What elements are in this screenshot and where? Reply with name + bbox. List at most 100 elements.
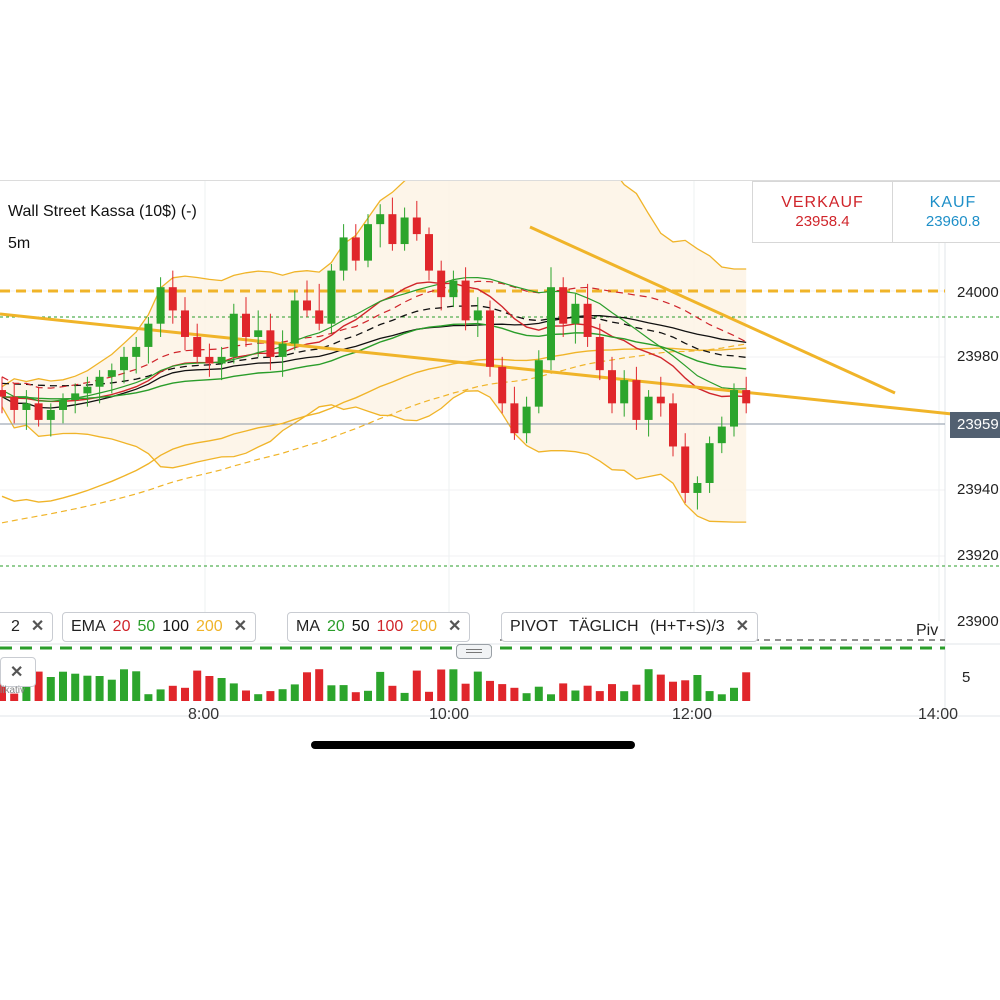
candle-body (547, 287, 555, 361)
candle-body (144, 323, 153, 347)
instrument-title[interactable]: Wall Street Kassa (10$) (-) (8, 203, 197, 220)
volume-bar (730, 687, 738, 701)
candle-body (205, 356, 214, 364)
candle-body (242, 313, 250, 337)
candle-body (95, 376, 104, 387)
volume-bar (254, 694, 263, 701)
close-icon[interactable]: ✕ (448, 618, 462, 635)
volume-bar (71, 673, 80, 701)
price-tick-23940: 23940 (957, 481, 999, 498)
timeframe-label[interactable]: 5m (8, 235, 31, 252)
volume-bar (266, 691, 275, 701)
volume-bar (656, 674, 665, 701)
candle-body (156, 287, 165, 324)
candle-body (364, 224, 372, 261)
pivot-line-label: Piv (916, 622, 939, 639)
close-icon[interactable]: ✕ (233, 618, 248, 635)
volume-bar (278, 689, 287, 701)
ema-50-line (1, 322, 747, 400)
volume-bar (644, 669, 653, 701)
candle-body (290, 300, 299, 344)
close-icon[interactable]: ✕ (10, 664, 24, 681)
volume-bar (290, 684, 299, 701)
candle-body (83, 386, 92, 394)
volume-bar (59, 671, 67, 701)
volume-bar (534, 686, 543, 701)
candle-body (693, 482, 702, 493)
volume-bar (339, 685, 348, 701)
candle-body (107, 370, 116, 377)
volume-caption: likativ (0, 685, 26, 696)
indicator-pill-ma[interactable]: MA 20 50 100 200 ✕ (287, 612, 471, 642)
candle-body (730, 390, 738, 427)
volume-bar (449, 669, 458, 701)
volume-bar (742, 672, 751, 701)
ma-50-line (1, 315, 747, 409)
volume-bar (217, 678, 226, 701)
close-icon[interactable]: ✕ (30, 618, 45, 635)
candle-body (181, 310, 189, 337)
volume-bar (107, 679, 116, 701)
volume-bar (583, 685, 592, 701)
candle-body (376, 214, 385, 225)
ma-name: MA (296, 618, 320, 635)
volume-bar (303, 672, 311, 701)
volume-bar (376, 671, 385, 701)
trend-line-upper (529, 225, 896, 395)
ema-period-200: 200 (195, 618, 223, 635)
volume-bar (522, 693, 531, 701)
candle-body (486, 310, 494, 367)
volume-bar (571, 690, 580, 701)
ema-100-line (1, 305, 747, 387)
volume-bar (437, 669, 446, 701)
close-icon[interactable]: ✕ (735, 618, 750, 635)
volume-bar (717, 694, 726, 701)
volume-axis-label: 5 (962, 669, 971, 686)
candle-body (71, 393, 80, 401)
indicator-pill-partial[interactable]: 2 ✕ (0, 612, 54, 642)
sell-label: VERKAUF (781, 194, 864, 211)
indicator-pill-ema[interactable]: EMA 20 50 100 200 ✕ (62, 612, 257, 642)
candle-body (742, 390, 751, 404)
volume-bar (205, 676, 214, 701)
volume-bar (486, 680, 494, 701)
candle-body (34, 403, 43, 420)
volume-bar (400, 692, 409, 701)
price-tick-23900: 23900 (957, 613, 999, 630)
indicator-partial-label: 2 (11, 618, 20, 635)
volume-bar (595, 691, 604, 701)
candle-body (571, 303, 580, 324)
pivot-mode: TÄGLICH (569, 618, 639, 635)
candle-body (498, 366, 507, 404)
volume-bar (0, 676, 6, 701)
price-tick-23980: 23980 (957, 348, 999, 365)
sell-button[interactable]: VERKAUF 23958.4 (752, 181, 893, 243)
ema-name: EMA (71, 618, 106, 635)
ma-period-100: 100 (376, 618, 404, 635)
candle-body (473, 310, 482, 321)
volume-bar (83, 675, 92, 701)
price-tick-24000: 24000 (957, 284, 999, 301)
volume-bar (559, 683, 568, 701)
indicator-pill-pivot[interactable]: PIVOT TÄGLICH (H+T+S)/3 ✕ (501, 612, 759, 642)
candle-body (254, 330, 263, 337)
price-chart[interactable] (0, 181, 1000, 741)
ma-period-200: 200 (410, 618, 437, 635)
buy-price: 23960.8 (925, 213, 981, 230)
candle-body (595, 336, 604, 371)
panel-resize-handle[interactable] (456, 644, 492, 659)
ema-period-50: 50 (137, 618, 156, 635)
volume-bar (193, 670, 202, 701)
volume-bar (364, 690, 372, 701)
home-indicator[interactable] (311, 741, 635, 749)
volume-bar (705, 691, 714, 701)
volume-bar (388, 685, 397, 701)
bollinger-lower-line (1, 390, 747, 523)
ma-100-line (1, 280, 747, 389)
candle-body (717, 426, 726, 444)
volume-bar (547, 694, 555, 701)
buy-button[interactable]: KAUF 23960.8 (892, 181, 1000, 243)
volume-indicator-pill[interactable]: ✕ (0, 657, 36, 687)
candle-body (705, 443, 714, 483)
volume-bar (229, 683, 238, 701)
